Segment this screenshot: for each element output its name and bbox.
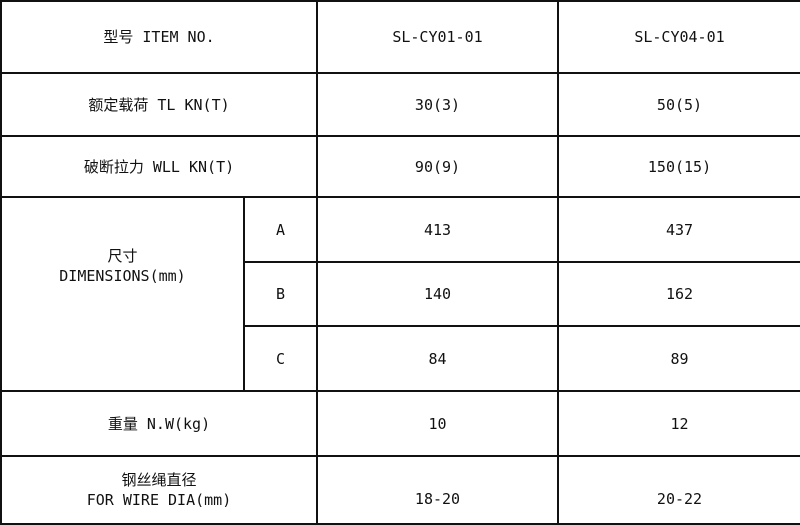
- header-row: 型号 ITEM NO. SL-CY01-01 SL-CY04-01: [0, 0, 800, 74]
- breaking-load-label: 破断拉力 WLL KN(T): [0, 135, 318, 198]
- rated-load-label: 额定载荷 TL KN(T): [0, 72, 318, 137]
- table-row: B 140 162: [1, 261, 800, 327]
- value-cell: 12: [557, 390, 800, 457]
- dimensions-label-en: DIMENSIONS(mm): [59, 267, 186, 285]
- dim-key: A: [243, 196, 318, 263]
- value-cell: 50(5): [557, 72, 800, 137]
- value-cell: 89: [557, 325, 800, 392]
- dimensions-label: 尺寸 DIMENSIONS(mm): [0, 196, 245, 392]
- value-cell: 18-20: [316, 455, 559, 525]
- value-cell: 140: [316, 261, 559, 327]
- wire-dia-label-en: FOR WIRE DIA(mm): [86, 491, 232, 509]
- table-row: 重量 N.W(kg) 10 12: [0, 390, 800, 457]
- value-cell: 162: [557, 261, 800, 327]
- value-cell: 30(3): [316, 72, 559, 137]
- model-1: SL-CY01-01: [316, 0, 559, 74]
- value-cell: 90(9): [316, 135, 559, 198]
- value-cell: 413: [316, 196, 559, 263]
- table-row: 额定载荷 TL KN(T) 30(3) 50(5): [0, 72, 800, 137]
- item-no-label: 型号 ITEM NO.: [0, 0, 318, 74]
- dim-key: B: [243, 261, 318, 327]
- table-row: 破断拉力 WLL KN(T) 90(9) 150(15): [0, 135, 800, 198]
- model-2: SL-CY04-01: [557, 0, 800, 74]
- wire-dia-label-cn: 钢丝绳直径: [121, 471, 197, 489]
- dim-key: C: [243, 325, 318, 392]
- table-row: C 84 89: [1, 325, 800, 392]
- value-cell: 84: [316, 325, 559, 392]
- weight-label: 重量 N.W(kg): [0, 390, 318, 457]
- dimensions-label-cn: 尺寸: [107, 247, 138, 265]
- value-cell: 437: [557, 196, 800, 263]
- table-row: 钢丝绳直径 FOR WIRE DIA(mm) 18-20 20-22: [0, 455, 800, 525]
- wire-dia-label: 钢丝绳直径 FOR WIRE DIA(mm): [0, 455, 318, 525]
- value-cell: 10: [316, 390, 559, 457]
- table-row: 尺寸 DIMENSIONS(mm) A 413 437: [0, 196, 800, 392]
- value-cell: 20-22: [557, 455, 800, 525]
- value-cell: 150(15): [557, 135, 800, 198]
